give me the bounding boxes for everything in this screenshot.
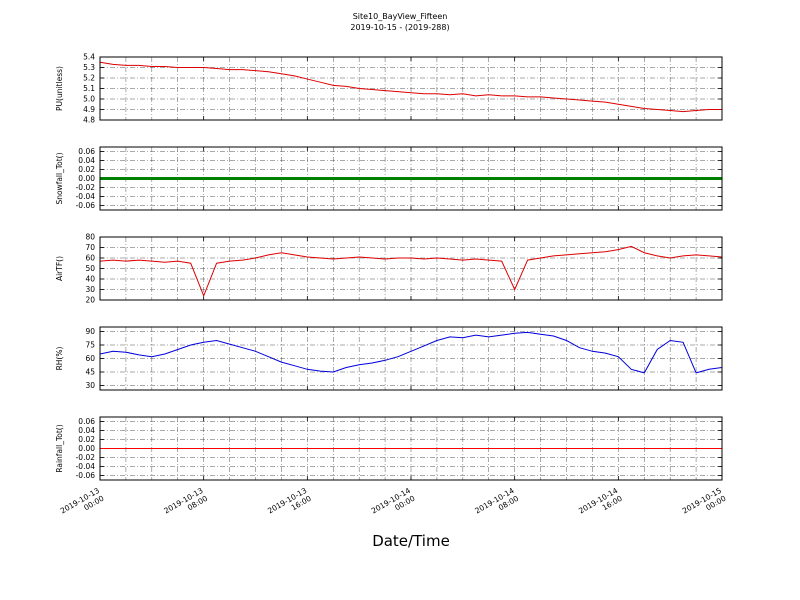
y-tick-label: 4.9 [83, 105, 95, 114]
y-tick-label: 0.06 [78, 147, 95, 156]
series-pu [99, 61, 722, 113]
y-tick-label: 40 [85, 275, 95, 284]
x-axis-title: Date/Time [372, 532, 450, 550]
y-tick-label: -0.04 [76, 192, 96, 201]
y-axis-label: AirTF() [55, 256, 64, 281]
y-tick-label: 30 [85, 285, 95, 294]
x-tick-label: 2019-10-1316:00 [266, 486, 313, 523]
panel-rainfall: -0.06-0.04-0.020.000.020.040.06 Rainfall_… [55, 416, 723, 481]
x-tick-label: 2019-10-1308:00 [162, 486, 209, 523]
y-tick-label: -0.04 [76, 462, 96, 471]
series-airtf [99, 245, 723, 298]
y-tick-label: 5.0 [83, 95, 95, 104]
panel-frame [99, 416, 723, 481]
y-tick-label: 0.00 [78, 174, 95, 183]
series-rh [99, 331, 723, 374]
y-axis-label: RH(%) [55, 347, 64, 371]
panel-pu: 4.8 4.95.0 5.15.2 5.35.4 PU(unitless) [55, 53, 723, 125]
y-tick-label: 0.06 [78, 417, 95, 426]
panel-rh: 30 45 60 75 90 RH(%) [55, 326, 723, 391]
y-tick-label: 0.04 [78, 156, 95, 165]
x-tick-label: 2019-10-1416:00 [577, 486, 624, 523]
panel-frame [99, 56, 723, 121]
y-axis-label: Rainfall_Tot() [55, 424, 64, 472]
y-tick-label: -0.02 [76, 453, 96, 462]
y-tick-label: 4.8 [83, 116, 95, 125]
y-tick-label: 60 [85, 254, 95, 263]
y-tick-label: 75 [85, 341, 95, 350]
y-tick-label: 0.02 [78, 165, 95, 174]
y-tick-label: 5.4 [83, 53, 95, 62]
y-tick-label: -0.06 [76, 471, 96, 480]
y-tick-label: 50 [85, 264, 95, 273]
y-tick-label: 0.04 [78, 426, 95, 435]
panel-frame [99, 326, 723, 391]
y-axis-label: Snowfall_Tot() [55, 152, 64, 204]
y-tick-label: 70 [85, 243, 95, 252]
y-tick-label: 5.1 [83, 84, 95, 93]
x-tick-label: 2019-10-1500:00 [681, 486, 728, 523]
y-axis-label: PU(unitless) [55, 66, 64, 111]
y-tick-label: 5.2 [83, 74, 95, 83]
y-tick-label: -0.02 [76, 183, 96, 192]
y-tick-label: 20 [85, 296, 95, 305]
y-tick-label: 0.00 [78, 444, 95, 453]
y-tick-label: 0.02 [78, 435, 95, 444]
panel-snowfall: -0.06-0.04-0.020.000.020.040.06 Snowfall_… [55, 146, 723, 211]
figure-title: Site10_BayView_Fifteen [352, 12, 448, 21]
x-tick-label: 2019-10-1400:00 [370, 486, 417, 523]
y-tick-label: 45 [85, 368, 95, 377]
x-tick-label: 2019-10-1408:00 [473, 486, 520, 523]
y-tick-label: -0.06 [76, 201, 96, 210]
y-tick-label: 5.3 [83, 63, 95, 72]
y-tick-label: 80 [85, 233, 95, 242]
panel-frame [99, 236, 723, 301]
panel-frame [99, 146, 723, 211]
y-tick-label: 60 [85, 354, 95, 363]
figure-subtitle: 2019-10-15 - (2019-288) [350, 23, 450, 32]
x-tick-label: 2019-10-1300:00 [59, 486, 106, 523]
y-tick-label: 30 [85, 381, 95, 390]
y-tick-label: 90 [85, 327, 95, 336]
